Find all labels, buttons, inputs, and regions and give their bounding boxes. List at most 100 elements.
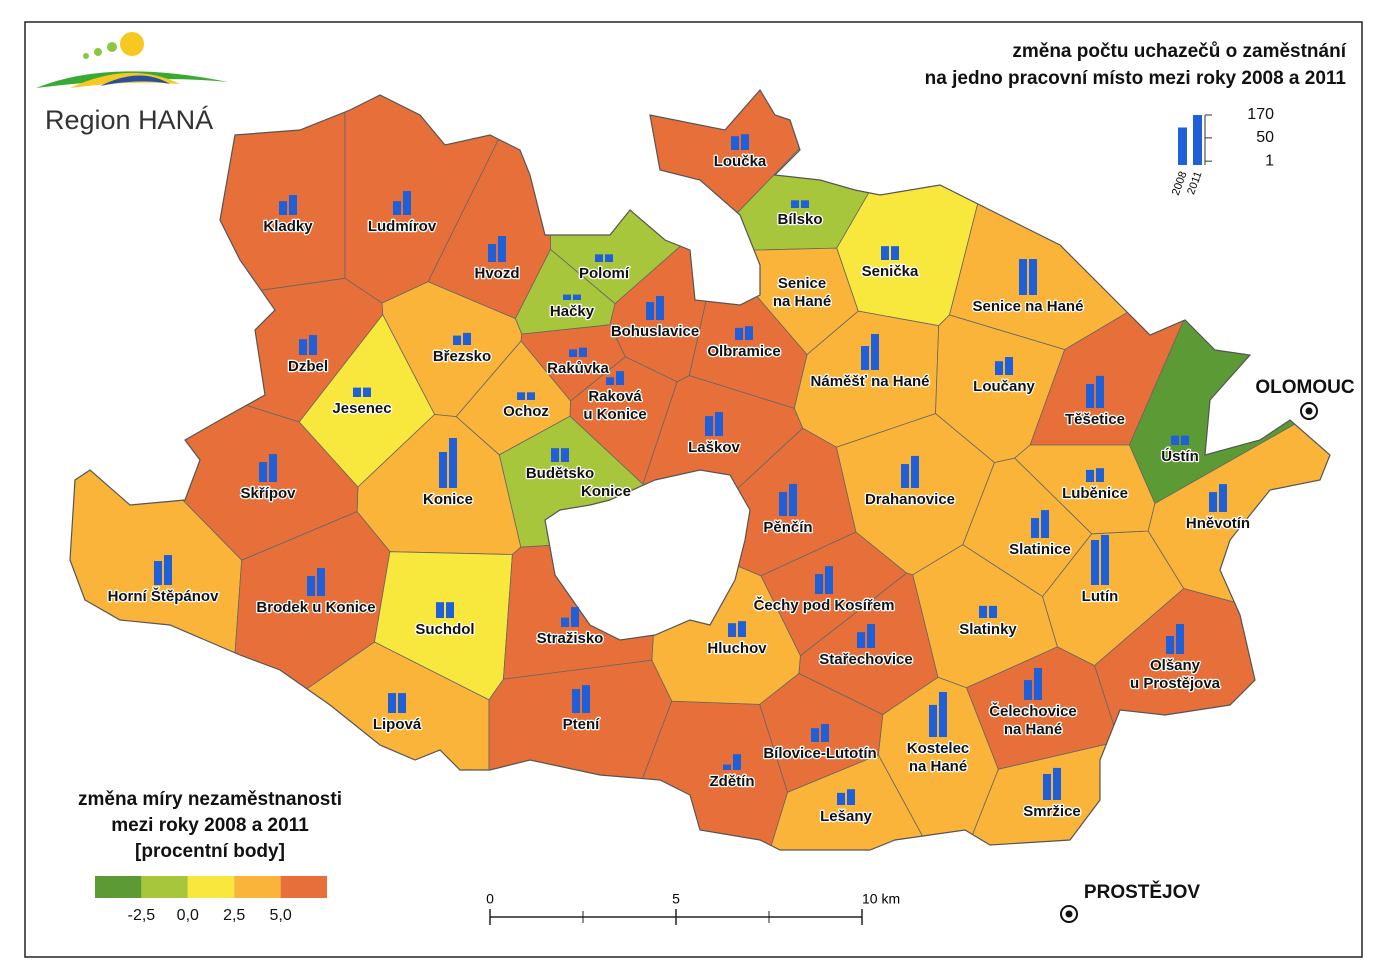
bar-layer	[154, 134, 1227, 805]
legend-title: mezi roky 2008 a 2011	[111, 815, 309, 836]
bar	[307, 576, 315, 596]
scale-label: 5	[672, 891, 680, 907]
bar	[572, 689, 580, 713]
bar	[929, 704, 937, 737]
legend-swatch	[95, 876, 142, 898]
color-legend: změna míry nezaměstnanosti mezi roky 200…	[78, 789, 342, 924]
bar	[463, 332, 471, 345]
bar	[857, 632, 865, 648]
municipality-label: Loučka	[714, 153, 767, 170]
legend-title: změna míry nezaměstnanosti	[78, 789, 342, 810]
label-layer: Kladky Ludmírov Hvozd Polomí Hačky Bohuslavic…	[106, 152, 1251, 827]
bar	[1086, 469, 1094, 482]
municipality-label: Těšetice	[1065, 411, 1125, 428]
bar	[388, 693, 396, 713]
municipality-label: Stařechovice	[819, 651, 912, 668]
bar	[363, 387, 371, 397]
bar	[595, 254, 603, 262]
municipality-label: Čelechovice	[989, 702, 1077, 720]
municipality-label: Kostelec	[907, 740, 970, 757]
bar	[154, 561, 162, 585]
municipality-label: Hvozd	[475, 265, 520, 282]
legend-tick-label: 170	[1247, 106, 1274, 123]
bar	[605, 254, 613, 262]
bar	[488, 244, 496, 262]
bar	[801, 200, 809, 208]
city-markers: OLOMOUC PROSTĚJOV	[1060, 377, 1355, 923]
municipality-label: Hačky	[550, 303, 595, 320]
municipality-label: Drahanovice	[865, 491, 955, 508]
municipality-label: Olšany	[1150, 657, 1201, 674]
bar	[811, 728, 819, 742]
municipality-label: Lipová	[373, 716, 422, 733]
municipality-label: Ústín	[1161, 447, 1199, 465]
bar	[779, 492, 787, 516]
bar	[551, 448, 559, 462]
municipality-label: Smržice	[1023, 803, 1081, 820]
bar	[901, 464, 909, 488]
bar	[403, 191, 411, 215]
municipality-label: Konice	[581, 483, 631, 500]
legend-break-label: 5,0	[269, 907, 291, 924]
municipality-label: Slatinky	[959, 621, 1017, 638]
bar	[561, 617, 569, 627]
bar	[1031, 518, 1039, 538]
bar	[861, 346, 869, 370]
bar	[1219, 484, 1227, 512]
municipality-label: Dzbel	[288, 358, 328, 375]
bar	[573, 294, 581, 300]
municipality-label: Slatinice	[1009, 541, 1071, 558]
bar	[723, 764, 731, 770]
bar	[1034, 667, 1042, 700]
municipality-label: u Konice	[583, 406, 646, 423]
municipality-label: Stražisko	[537, 630, 604, 647]
legend-tick-label: 1	[1265, 152, 1274, 169]
legend-swatch	[234, 876, 281, 898]
municipality-label: Loučany	[973, 378, 1035, 395]
municipality-label: Kladky	[263, 218, 313, 235]
municipality-label: Bílovice-Lutotín	[763, 745, 876, 762]
bar	[825, 566, 833, 594]
bar	[446, 602, 454, 618]
municipality-label: Horní Štěpánov	[108, 587, 220, 605]
bar	[1043, 773, 1051, 800]
legend-bar	[1178, 127, 1187, 165]
bar	[616, 371, 624, 385]
municipality-label: na Hané	[1004, 721, 1062, 738]
bar	[1053, 767, 1061, 800]
municipality-label: Luběnice	[1062, 485, 1128, 502]
bar	[715, 412, 723, 436]
municipality-label: Lešany	[820, 808, 872, 825]
municipality-label: Lutín	[1082, 588, 1119, 605]
bar	[741, 134, 749, 150]
bar	[847, 789, 855, 805]
bar	[871, 334, 879, 370]
bar	[837, 792, 845, 805]
municipality-label: Konice	[423, 491, 473, 508]
legend-swatch	[280, 876, 327, 898]
bar	[745, 326, 753, 340]
municipality-label: Bohuslavice	[611, 323, 699, 340]
bar	[259, 462, 267, 482]
bar	[1024, 680, 1032, 700]
bar	[393, 201, 401, 215]
bar	[164, 555, 172, 585]
municipality-label: Senice na Hané	[973, 298, 1084, 315]
legend-tick-label: 50	[1256, 129, 1274, 146]
municipality-label: Pěnčín	[763, 519, 812, 536]
bar	[353, 387, 361, 397]
bar	[738, 621, 746, 637]
map-title: na jedno pracovní místo mezi roky 2008 a…	[925, 68, 1347, 89]
legend-title: [procentní body]	[135, 841, 285, 862]
municipality-label: Ludmírov	[368, 218, 437, 235]
bar	[821, 724, 829, 742]
municipality-label: na Hané	[773, 293, 831, 310]
municipality-label: Suchdol	[415, 621, 474, 638]
municipality-label: Rakůvka	[547, 360, 609, 377]
bar	[1096, 375, 1104, 408]
municipality-label: Jesenec	[332, 400, 391, 417]
municipality-label: Hněvotín	[1186, 515, 1250, 532]
municipality-label: Skřípov	[240, 485, 296, 502]
municipality-label: Náměšť na Hané	[811, 373, 930, 390]
bar	[1005, 357, 1013, 375]
